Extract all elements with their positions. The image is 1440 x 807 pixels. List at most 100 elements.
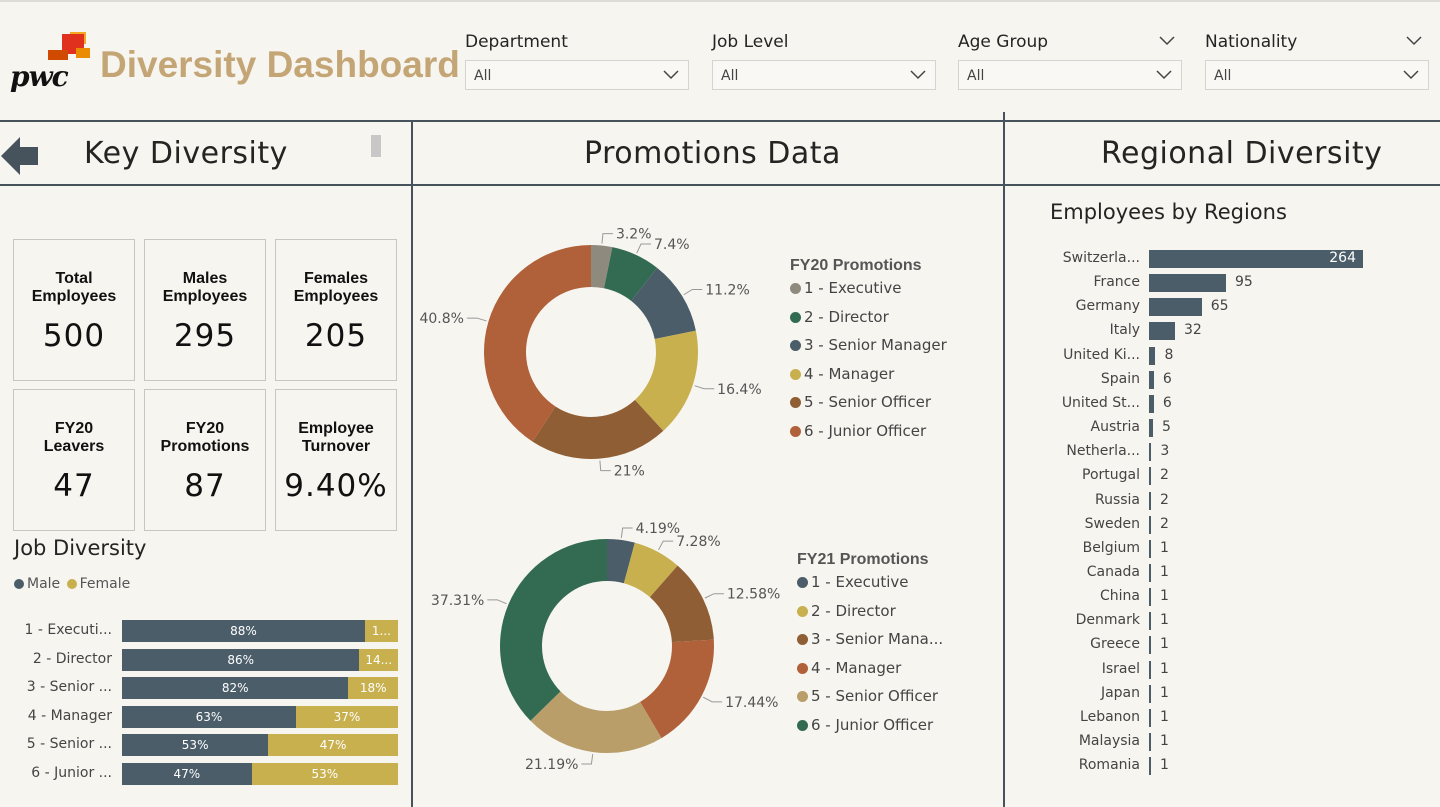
region-bar[interactable] <box>1149 346 1156 365</box>
department-dropdown[interactable]: All <box>465 60 689 90</box>
donut-slice[interactable] <box>530 691 662 754</box>
age-group-dropdown[interactable]: All <box>958 60 1182 90</box>
region-row[interactable]: United Ki... 8 <box>1000 344 1440 368</box>
region-row[interactable]: Belgium 1 <box>1000 537 1440 561</box>
region-bar[interactable] <box>1149 708 1151 727</box>
legend-item[interactable]: 5 - Senior Officer <box>790 393 947 422</box>
region-bar[interactable] <box>1149 419 1154 438</box>
region-row[interactable]: China 1 <box>1000 585 1440 609</box>
region-bar[interactable] <box>1149 563 1151 582</box>
region-row[interactable]: Netherla... 3 <box>1000 440 1440 464</box>
female-bar-segment[interactable]: 47% <box>268 734 398 757</box>
region-row[interactable]: Spain 6 <box>1000 368 1440 392</box>
donut-slice[interactable] <box>634 330 698 431</box>
male-bar-segment[interactable]: 86% <box>122 648 360 671</box>
region-bar[interactable] <box>1149 757 1151 776</box>
region-bar[interactable] <box>1149 612 1151 631</box>
region-bar[interactable] <box>1149 370 1154 389</box>
region-value: 2 <box>1160 515 1169 532</box>
region-row[interactable]: Romania 1 <box>1000 754 1440 778</box>
region-row[interactable]: Greece 1 <box>1000 633 1440 657</box>
region-bar[interactable] <box>1149 588 1151 607</box>
donut-slice[interactable] <box>649 565 714 643</box>
legend-item[interactable]: 6 - Junior Officer <box>797 716 943 745</box>
region-bar[interactable] <box>1149 515 1151 534</box>
expand-chevron-icon[interactable] <box>1158 33 1176 47</box>
region-bar[interactable] <box>1149 394 1154 413</box>
legend-item[interactable]: 1 - Executive <box>790 279 947 308</box>
job-diversity-row[interactable]: 4 - Manager 63% 37% <box>0 705 400 728</box>
female-bar-segment[interactable]: 14... <box>359 648 398 671</box>
region-value: 1 <box>1160 684 1169 701</box>
region-value: 32 <box>1183 322 1202 339</box>
back-arrow-icon[interactable] <box>0 134 40 178</box>
region-row[interactable]: United St... 6 <box>1000 392 1440 416</box>
region-bar[interactable] <box>1149 250 1363 268</box>
legend-item[interactable]: 3 - Senior Mana... <box>797 630 943 659</box>
region-bar[interactable] <box>1149 636 1151 655</box>
male-bar-segment[interactable]: 82% <box>122 677 349 700</box>
region-row[interactable]: Malaysia 1 <box>1000 730 1440 754</box>
region-row[interactable]: Canada 1 <box>1000 561 1440 585</box>
region-row[interactable]: Denmark 1 <box>1000 609 1440 633</box>
region-row[interactable]: Italy 32 <box>1000 319 1440 343</box>
female-bar-segment[interactable]: 53% <box>251 763 398 785</box>
donut-slice[interactable] <box>500 539 607 721</box>
region-bar[interactable] <box>1149 443 1152 462</box>
region-row[interactable]: France 95 <box>1000 271 1440 295</box>
region-label: Netherla... <box>1066 443 1140 460</box>
legend-item[interactable]: 3 - Senior Manager <box>790 336 947 365</box>
scrollbar-thumb[interactable] <box>371 135 381 157</box>
region-bar[interactable] <box>1149 539 1151 558</box>
region-row[interactable]: Sweden 2 <box>1000 513 1440 537</box>
donut-slice[interactable] <box>631 267 696 340</box>
legend-item[interactable]: 6 - Junior Officer <box>790 422 947 451</box>
female-bar-segment[interactable]: 1... <box>364 620 398 642</box>
region-row[interactable]: Japan 1 <box>1000 682 1440 706</box>
job-diversity-row[interactable]: 2 - Director 86% 14... <box>0 648 400 671</box>
region-bar[interactable] <box>1149 491 1151 510</box>
donut-slice[interactable] <box>607 539 635 584</box>
legend-item[interactable]: 2 - Director <box>790 308 947 337</box>
job-diversity-row[interactable]: 5 - Senior ... 53% 47% <box>0 734 400 757</box>
donut-slice[interactable] <box>532 399 664 459</box>
nationality-dropdown[interactable]: All <box>1205 60 1429 90</box>
male-bar-segment[interactable]: 88% <box>122 620 365 642</box>
region-row[interactable]: Lebanon 1 <box>1000 706 1440 730</box>
region-row[interactable]: Austria 5 <box>1000 416 1440 440</box>
donut-slice[interactable] <box>484 245 591 442</box>
legend-item[interactable]: 2 - Director <box>797 602 943 631</box>
donut-slice[interactable] <box>623 542 678 598</box>
donut-slice[interactable] <box>591 245 613 289</box>
region-bar[interactable] <box>1149 298 1202 317</box>
region-row[interactable]: Germany 65 <box>1000 295 1440 319</box>
donut-slice[interactable] <box>603 247 658 301</box>
legend-item[interactable]: 5 - Senior Officer <box>797 687 943 716</box>
legend-item[interactable]: 4 - Manager <box>797 659 943 688</box>
region-bar[interactable] <box>1149 467 1151 486</box>
job-diversity-row[interactable]: 1 - Executi... 88% 1... <box>0 620 400 642</box>
male-bar-segment[interactable]: 47% <box>122 763 252 785</box>
male-bar-segment[interactable]: 53% <box>122 734 269 757</box>
legend-item[interactable]: 4 - Manager <box>790 365 947 394</box>
region-bar[interactable] <box>1149 322 1175 341</box>
job-level-dropdown[interactable]: All <box>712 60 936 90</box>
job-diversity-row[interactable]: 3 - Senior ... 82% 18% <box>0 677 400 700</box>
region-bar[interactable] <box>1149 684 1151 703</box>
region-row[interactable]: Portugal 2 <box>1000 464 1440 488</box>
legend-item[interactable]: 1 - Executive <box>797 573 943 602</box>
region-row[interactable]: Russia 2 <box>1000 489 1440 513</box>
donut-slice[interactable] <box>640 639 715 739</box>
expand-chevron-icon[interactable] <box>1405 33 1423 47</box>
region-bar[interactable] <box>1149 274 1226 293</box>
female-bar-segment[interactable]: 18% <box>348 677 398 700</box>
region-bar[interactable] <box>1149 660 1151 679</box>
region-row[interactable]: Switzerla... 264 <box>1000 247 1440 271</box>
job-diversity-row[interactable]: 6 - Junior ... 47% 53% <box>0 763 400 785</box>
region-bar[interactable] <box>1149 733 1151 751</box>
region-label: Israel <box>1101 660 1140 677</box>
female-bar-segment[interactable]: 37% <box>295 705 398 728</box>
region-row[interactable]: Israel 1 <box>1000 658 1440 682</box>
male-bar-segment[interactable]: 63% <box>122 705 296 728</box>
regional-diversity-title: Regional Diversity <box>1101 136 1383 171</box>
